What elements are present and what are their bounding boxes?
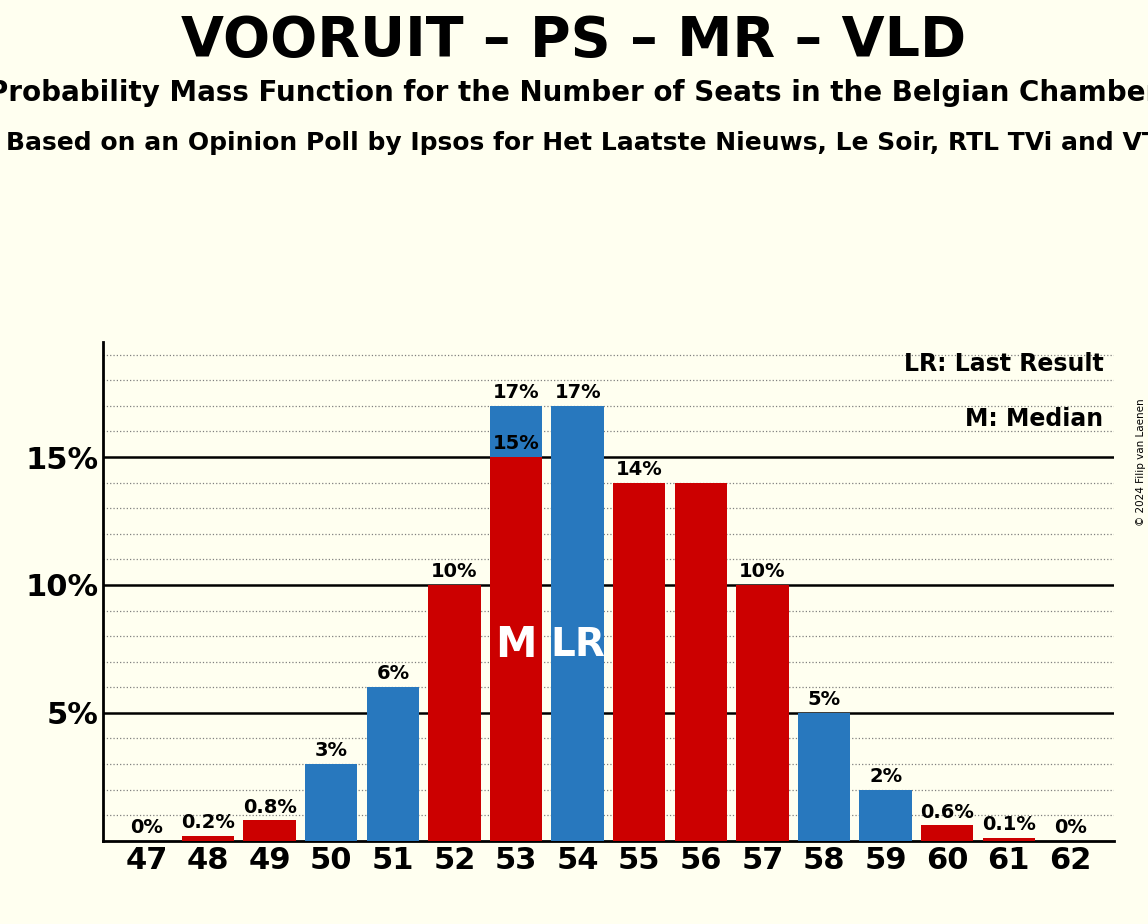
Text: 2%: 2% bbox=[869, 767, 902, 785]
Bar bbox=[736, 585, 789, 841]
Bar bbox=[366, 687, 419, 841]
Bar bbox=[551, 406, 604, 841]
Text: 3%: 3% bbox=[315, 741, 348, 760]
Bar bbox=[983, 838, 1035, 841]
Bar bbox=[860, 790, 912, 841]
Text: 0.1%: 0.1% bbox=[982, 816, 1035, 834]
Text: 15%: 15% bbox=[492, 434, 540, 453]
Text: Probability Mass Function for the Number of Seats in the Belgian Chamber: Probability Mass Function for the Number… bbox=[0, 79, 1148, 106]
Text: © 2024 Filip van Laenen: © 2024 Filip van Laenen bbox=[1135, 398, 1146, 526]
Bar bbox=[428, 585, 481, 841]
Bar bbox=[305, 764, 357, 841]
Bar bbox=[243, 821, 296, 841]
Text: 17%: 17% bbox=[492, 383, 540, 402]
Bar bbox=[490, 457, 542, 841]
Bar bbox=[798, 713, 851, 841]
Bar bbox=[921, 825, 974, 841]
Bar bbox=[490, 406, 542, 841]
Text: 17%: 17% bbox=[554, 383, 600, 402]
Text: LR: LR bbox=[550, 626, 605, 664]
Text: 14%: 14% bbox=[615, 460, 662, 479]
Text: 0%: 0% bbox=[130, 818, 163, 837]
Text: 10%: 10% bbox=[432, 562, 478, 581]
Text: LR: Last Result: LR: Last Result bbox=[903, 352, 1103, 376]
Text: 0.2%: 0.2% bbox=[181, 813, 235, 832]
Text: 0.8%: 0.8% bbox=[242, 797, 296, 817]
Text: 5%: 5% bbox=[807, 690, 840, 709]
Text: M: M bbox=[495, 624, 537, 666]
Text: VOORUIT – PS – MR – VLD: VOORUIT – PS – MR – VLD bbox=[181, 14, 967, 67]
Text: Based on an Opinion Poll by Ipsos for Het Laatste Nieuws, Le Soir, RTL TVi and V: Based on an Opinion Poll by Ipsos for He… bbox=[6, 131, 1148, 155]
Text: 6%: 6% bbox=[377, 664, 410, 684]
Bar bbox=[613, 482, 666, 841]
Bar bbox=[675, 482, 727, 841]
Bar bbox=[181, 835, 234, 841]
Text: M: Median: M: Median bbox=[965, 407, 1103, 431]
Text: 0%: 0% bbox=[1054, 818, 1087, 837]
Text: 0.6%: 0.6% bbox=[921, 803, 975, 821]
Text: 10%: 10% bbox=[739, 562, 785, 581]
